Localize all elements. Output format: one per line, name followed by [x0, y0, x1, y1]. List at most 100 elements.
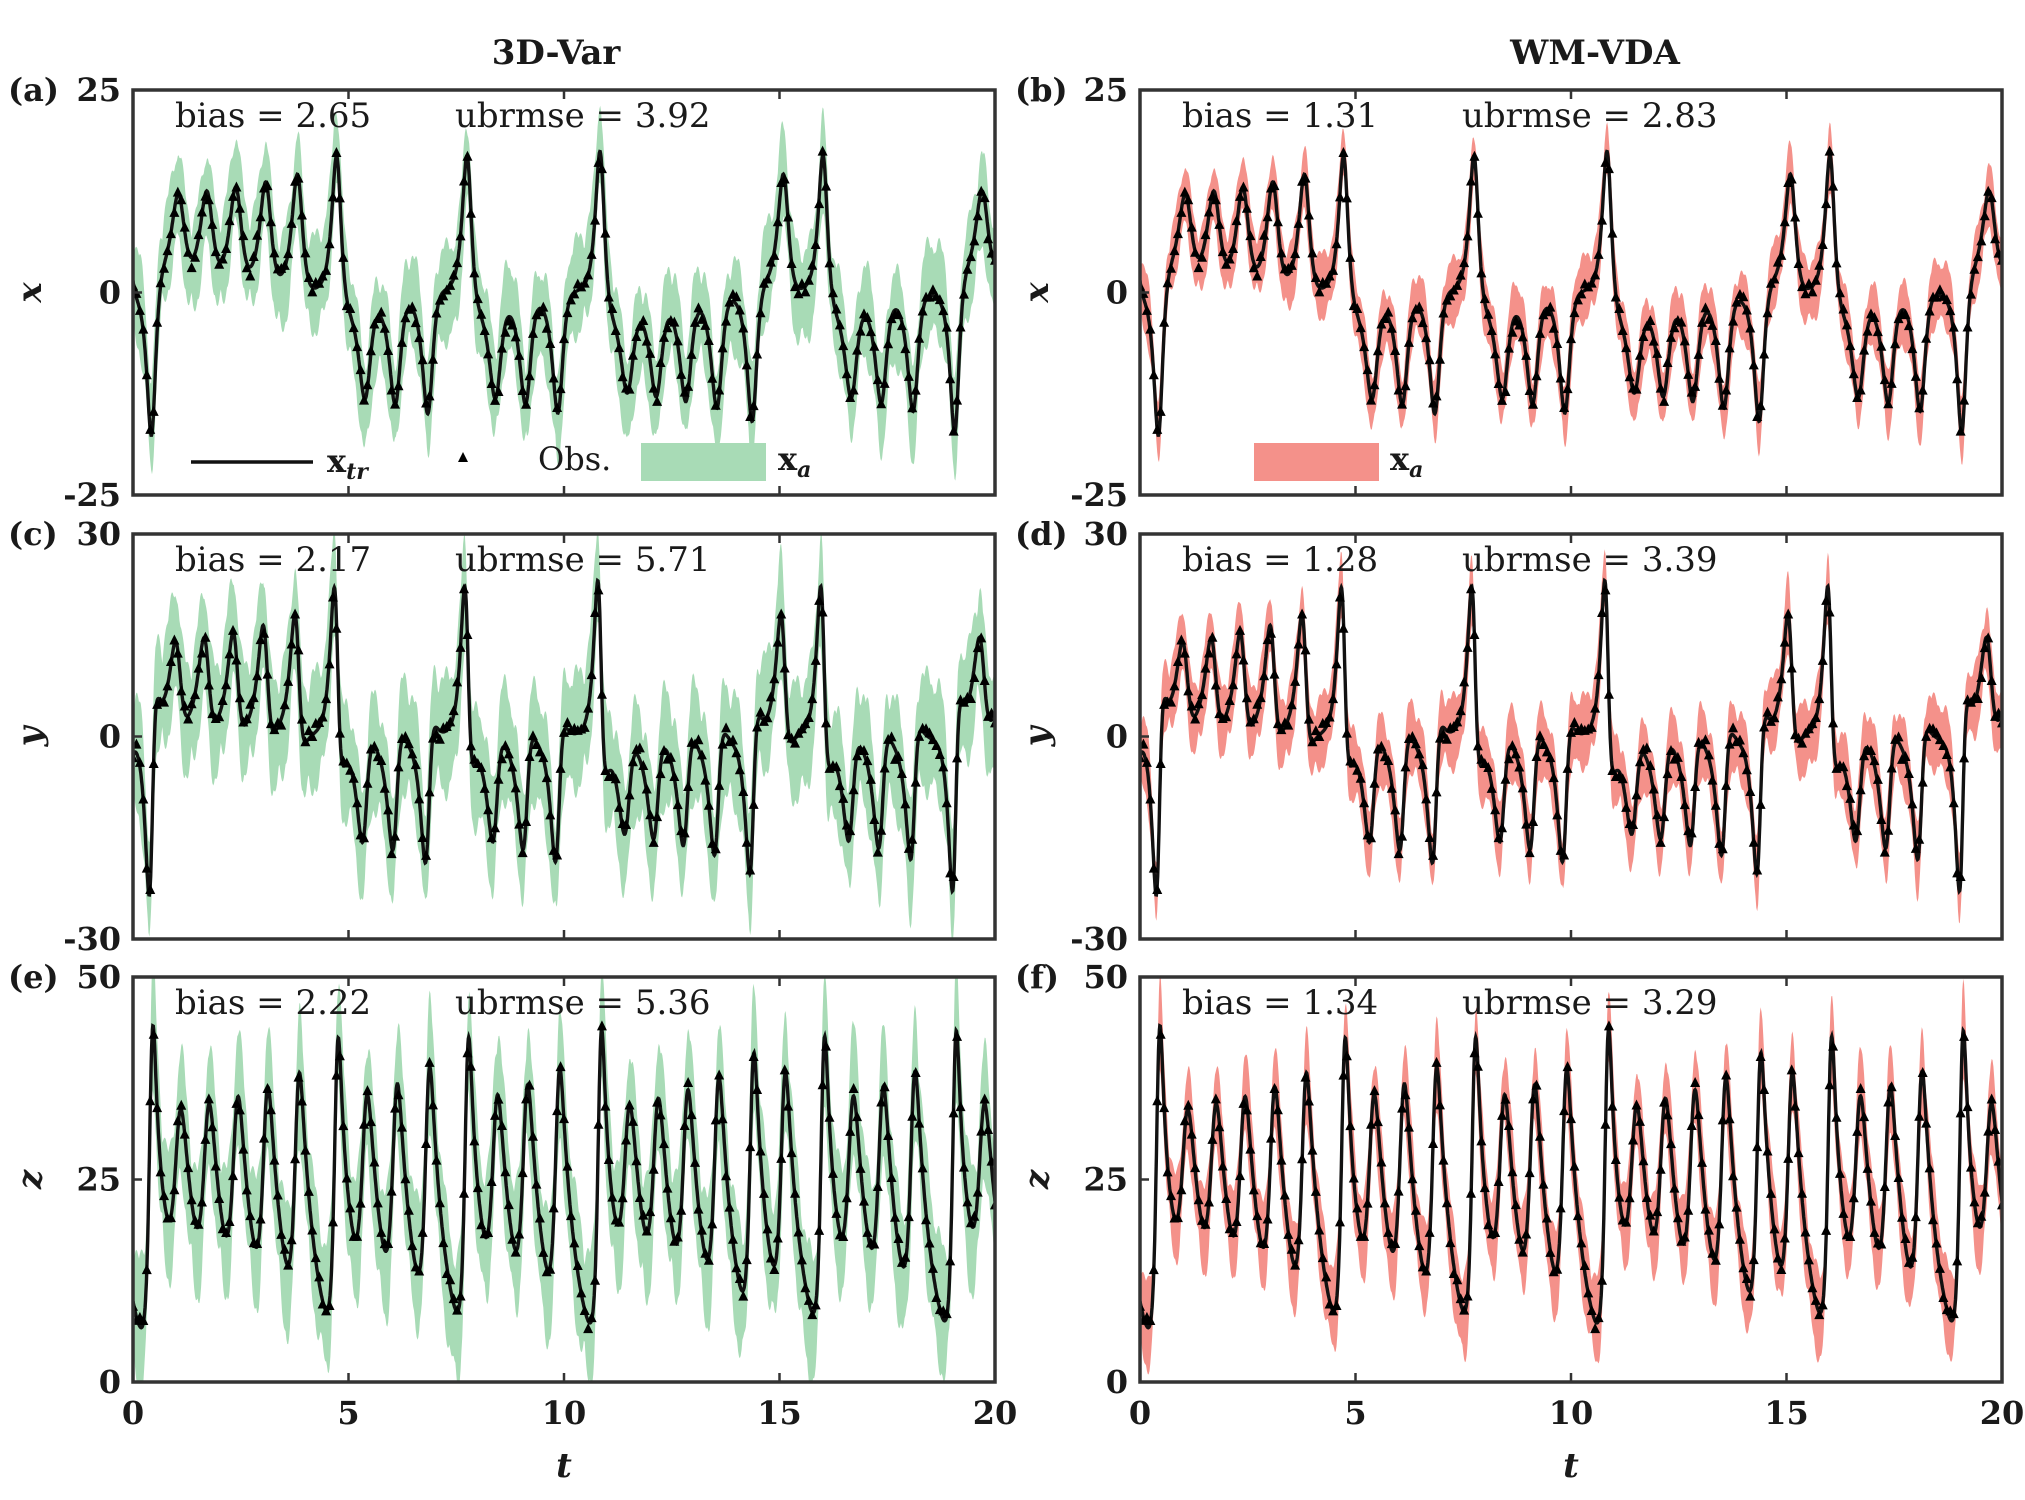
obs-marker [1852, 825, 1863, 836]
obs-marker [714, 384, 725, 395]
panel-e: 0 5 10 15 20 50 25 0 (e) z bias = 2.22 ubrmse = 5.3… [8, 958, 1017, 1486]
obs-marker [465, 740, 476, 751]
obs-marker [834, 319, 845, 330]
obs-marker [165, 655, 176, 666]
obs-marker [948, 871, 959, 882]
obs-marker [1776, 1263, 1787, 1274]
obs-marker [1755, 1050, 1766, 1061]
obs-marker [1928, 1214, 1939, 1225]
obs-marker [1262, 634, 1273, 645]
obs-marker [383, 804, 394, 815]
obs-marker [1693, 348, 1704, 359]
obs-marker [1903, 767, 1914, 778]
obs-marker [1266, 627, 1277, 638]
obs-marker [1569, 1160, 1580, 1171]
obs-marker [652, 811, 663, 822]
obs-marker [227, 190, 238, 201]
obs-marker [1662, 1109, 1673, 1120]
obs-marker [1324, 711, 1335, 722]
obs-marker [552, 401, 563, 412]
obs-marker [1186, 221, 1197, 232]
obs-marker [1307, 247, 1318, 258]
y-tick-label: -25 [63, 476, 121, 514]
obs-marker [655, 768, 666, 779]
obs-marker [858, 744, 869, 755]
obs-marker [296, 1095, 307, 1106]
obs-marker [1397, 398, 1408, 409]
obs-marker [517, 385, 528, 396]
obs-marker [210, 1160, 221, 1171]
obs-marker [1286, 1243, 1297, 1254]
obs-marker [527, 730, 538, 741]
obs-marker [772, 636, 783, 647]
obs-marker [1797, 737, 1808, 748]
obs-marker [1331, 1300, 1342, 1311]
obs-marker [1734, 734, 1745, 745]
obs-marker [400, 312, 411, 323]
obs-marker [1531, 370, 1542, 381]
obs-marker [1803, 723, 1814, 734]
obs-marker [224, 215, 235, 226]
obs-marker [903, 842, 914, 853]
obs-marker [1876, 1238, 1887, 1249]
obs-marker [752, 1083, 763, 1094]
obs-marker [672, 799, 683, 810]
obs-marker [1686, 1119, 1697, 1130]
obs-marker [1631, 1099, 1642, 1110]
obs-marker [793, 1226, 804, 1237]
obs-marker [465, 1060, 476, 1071]
obs-marker [145, 423, 156, 434]
obs-marker [841, 1192, 852, 1203]
obs-marker [652, 395, 663, 406]
obs-marker [1807, 1282, 1818, 1293]
obs-marker [710, 399, 721, 410]
obs-marker [807, 693, 818, 704]
obs-marker [1152, 1095, 1163, 1106]
obs-marker [1824, 145, 1835, 156]
obs-marker [1262, 211, 1273, 222]
obs-marker [1445, 290, 1456, 301]
obs-marker [1372, 345, 1383, 356]
obs-marker [1586, 1304, 1597, 1315]
obs-marker [231, 1097, 242, 1108]
obs-marker [1683, 1204, 1694, 1215]
obs-marker [852, 344, 863, 355]
obs-marker [1710, 1254, 1721, 1265]
obs-marker [1831, 257, 1842, 268]
y-tick-label: 50 [76, 958, 121, 996]
obs-marker [569, 288, 580, 299]
obs-marker [1872, 773, 1883, 784]
obs-marker [1731, 296, 1742, 307]
obs-marker [1759, 348, 1770, 359]
obs-marker [1814, 1309, 1825, 1320]
obs-marker [390, 398, 401, 409]
obs-marker [900, 1251, 911, 1262]
obs-marker [779, 173, 790, 184]
bias-text: bias = 1.34 [1182, 983, 1378, 1023]
obs-marker [634, 320, 645, 331]
obs-marker [1179, 1115, 1190, 1126]
obs-marker [1483, 308, 1494, 319]
obs-marker [145, 1095, 156, 1106]
obs-marker [938, 761, 949, 772]
obs-marker [1221, 711, 1232, 722]
obs-marker [1507, 326, 1518, 337]
obs-marker [1190, 713, 1201, 724]
obs-marker [438, 290, 449, 301]
obs-marker [372, 1197, 383, 1208]
obs-marker [1717, 1114, 1728, 1125]
obs-marker [1741, 764, 1752, 775]
obs-marker [596, 1020, 607, 1031]
obs-marker [1690, 380, 1701, 391]
obs-marker [1310, 1185, 1321, 1196]
obs-marker [972, 642, 983, 653]
obs-marker [1479, 1182, 1490, 1193]
obs-marker [365, 345, 376, 356]
obs-marker [490, 394, 501, 405]
obs-marker [1386, 782, 1397, 793]
obs-marker [638, 1209, 649, 1220]
obs-marker [1990, 233, 2001, 244]
obs-marker [331, 146, 342, 157]
obs-marker [1665, 331, 1676, 342]
obs-marker [245, 1210, 256, 1221]
